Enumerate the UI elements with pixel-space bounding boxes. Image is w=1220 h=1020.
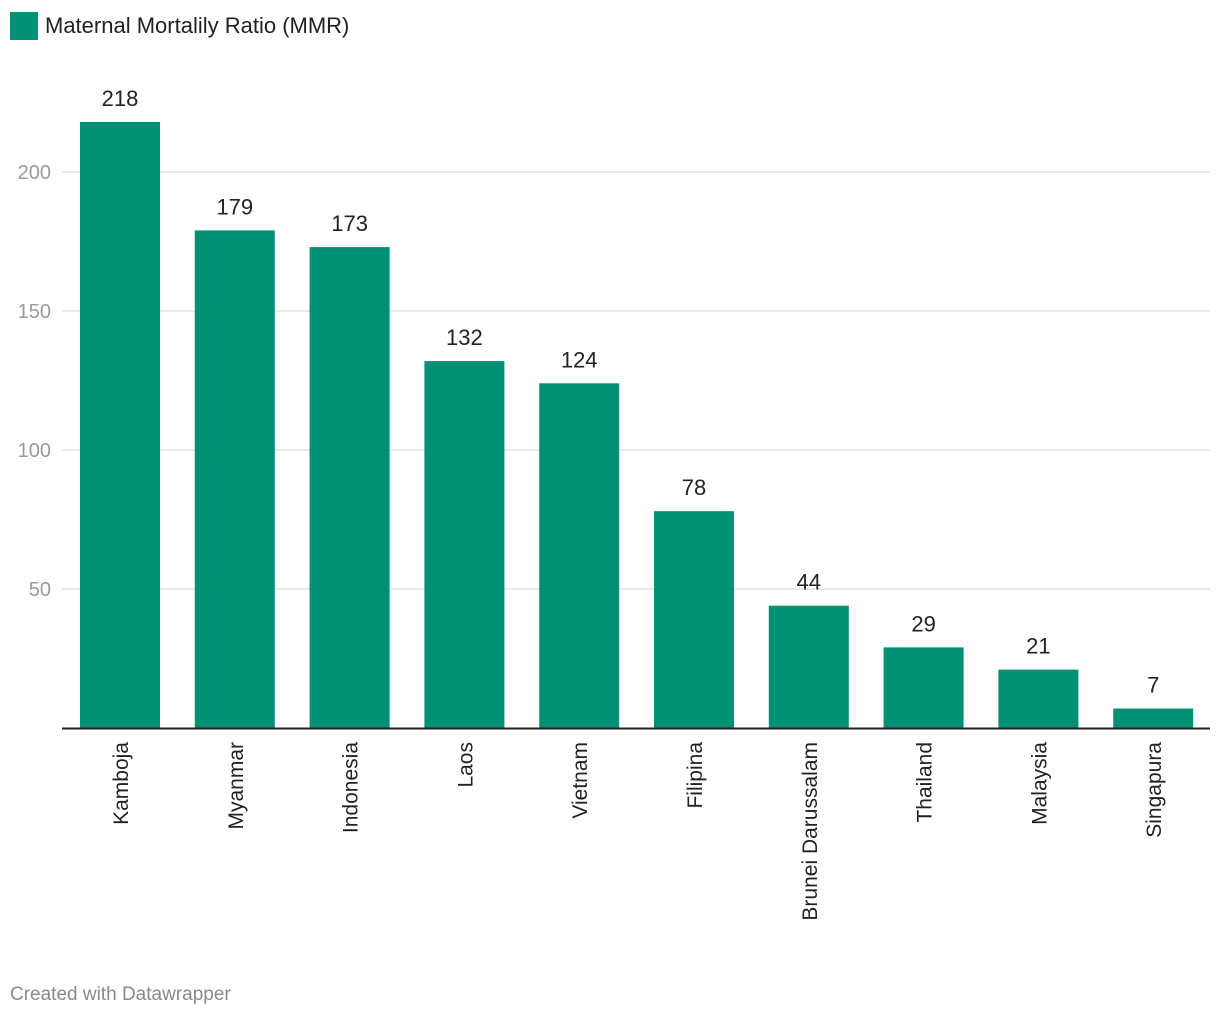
value-label: 21	[1026, 634, 1050, 659]
labels: 50 100 150 200 218 Kamboja 179 Myanmar 173 Indone…	[18, 86, 1210, 921]
bar-myanmar	[194, 230, 275, 728]
bar-indonesia	[309, 247, 390, 728]
x-tick-label: Indonesia	[340, 742, 363, 833]
y-tick-label: 150	[18, 301, 51, 323]
bar-kamboja	[80, 122, 160, 728]
value-label: 173	[331, 211, 368, 236]
value-label: 124	[561, 347, 598, 372]
bar-singapura	[1113, 708, 1194, 728]
value-label: 7	[1147, 673, 1159, 698]
value-label: 179	[216, 194, 253, 219]
x-tick-label: Myanmar	[225, 742, 248, 830]
y-tick-label: 100	[18, 440, 51, 462]
bar-filipina	[654, 511, 734, 728]
x-tick-label: Laos	[454, 742, 477, 788]
bar-thailand	[883, 647, 964, 728]
x-tick-label: Vietnam	[569, 742, 592, 819]
bars	[80, 122, 1194, 728]
legend: Maternal Mortalily Ratio (MMR)	[10, 12, 349, 40]
bar-laos	[424, 361, 505, 728]
legend-swatch	[10, 12, 38, 40]
x-tick-label: Kamboja	[110, 742, 133, 825]
x-tick-label: Brunei Darussalam	[799, 742, 822, 921]
value-label: 78	[682, 475, 706, 500]
value-label: 29	[911, 611, 935, 636]
x-tick-label: Thailand	[914, 742, 937, 823]
value-label: 44	[797, 570, 821, 595]
legend-label: Maternal Mortalily Ratio (MMR)	[45, 13, 350, 38]
x-tick-label: Malaysia	[1028, 742, 1051, 825]
bar-vietnam	[539, 383, 620, 728]
value-label: 132	[446, 325, 483, 350]
x-tick-label: Singapura	[1143, 742, 1166, 838]
bar-malaysia	[998, 669, 1079, 728]
bar-brunei-darussalam	[768, 605, 849, 728]
x-tick-label: Filipina	[684, 742, 707, 809]
value-label: 218	[102, 86, 139, 111]
credit-text: Created with Datawrapper	[10, 984, 231, 1005]
y-tick-label: 50	[29, 579, 51, 601]
y-tick-label: 200	[18, 162, 51, 184]
